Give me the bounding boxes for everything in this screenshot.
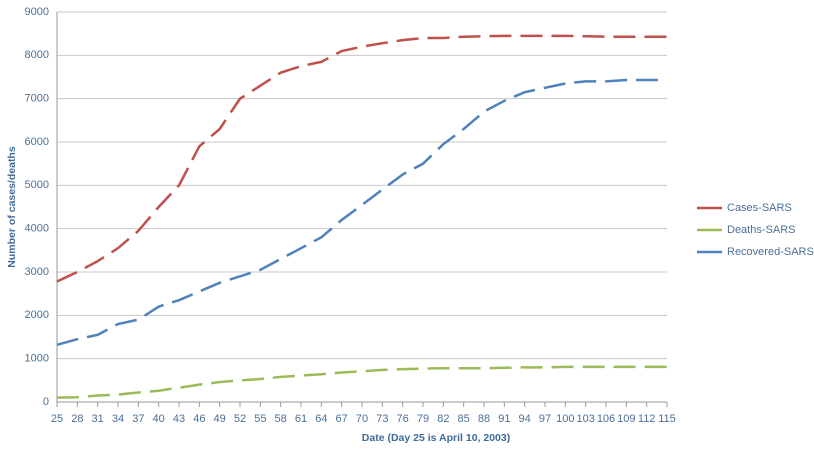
x-tick-label: 94 <box>519 413 531 425</box>
x-tick-label: 43 <box>173 413 185 425</box>
x-tick-label: 61 <box>295 413 307 425</box>
y-tick-label: 6000 <box>25 136 49 148</box>
y-tick-label: 1000 <box>25 353 49 365</box>
series-line <box>56 34 667 283</box>
x-tick-label: 34 <box>112 413 124 425</box>
legend-label: Cases-SARS <box>727 202 792 214</box>
x-tick-label: 37 <box>132 413 144 425</box>
y-tick-label: 7000 <box>25 93 49 105</box>
y-tick-label: 9000 <box>25 6 49 18</box>
x-tick-label: 109 <box>617 413 635 425</box>
x-tick-label: 79 <box>417 413 429 425</box>
x-tick-label: 52 <box>234 413 246 425</box>
y-tick-label: 5000 <box>25 179 49 191</box>
x-tick-label: 103 <box>576 413 594 425</box>
x-tick-label: 31 <box>92 413 104 425</box>
x-tick-label: 28 <box>71 413 83 425</box>
y-tick-label: 2000 <box>25 309 49 321</box>
x-tick-label: 100 <box>556 413 574 425</box>
x-tick-label: 58 <box>275 413 287 425</box>
x-tick-label: 67 <box>336 413 348 425</box>
x-tick-label: 88 <box>478 413 490 425</box>
x-tick-label: 91 <box>498 413 510 425</box>
series-line <box>56 78 667 347</box>
x-tick-label: 115 <box>658 413 676 425</box>
x-tick-label: 106 <box>597 413 615 425</box>
x-tick-label: 55 <box>254 413 266 425</box>
series-line <box>56 365 667 399</box>
x-tick-label: 97 <box>539 413 551 425</box>
x-tick-label: 64 <box>315 413 327 425</box>
x-tick-label: 40 <box>153 413 165 425</box>
x-axis-title: Date (Day 25 is April 10, 2003) <box>362 432 510 444</box>
x-tick-label: 70 <box>356 413 368 425</box>
x-tick-label: 73 <box>376 413 388 425</box>
legend-label: Recovered-SARS <box>727 246 814 258</box>
y-tick-label: 4000 <box>25 223 49 235</box>
legend-label: Deaths-SARS <box>727 224 795 236</box>
y-tick-label: 8000 <box>25 49 49 61</box>
x-tick-label: 25 <box>51 413 63 425</box>
y-tick-label: 0 <box>43 396 49 408</box>
x-tick-label: 112 <box>638 413 656 425</box>
x-tick-label: 49 <box>214 413 226 425</box>
x-tick-label: 76 <box>397 413 409 425</box>
y-tick-label: 3000 <box>25 266 49 278</box>
x-tick-label: 85 <box>458 413 470 425</box>
x-tick-label: 46 <box>193 413 205 425</box>
x-tick-label: 82 <box>437 413 449 425</box>
y-axis-title: Number of cases/deaths <box>6 146 18 268</box>
